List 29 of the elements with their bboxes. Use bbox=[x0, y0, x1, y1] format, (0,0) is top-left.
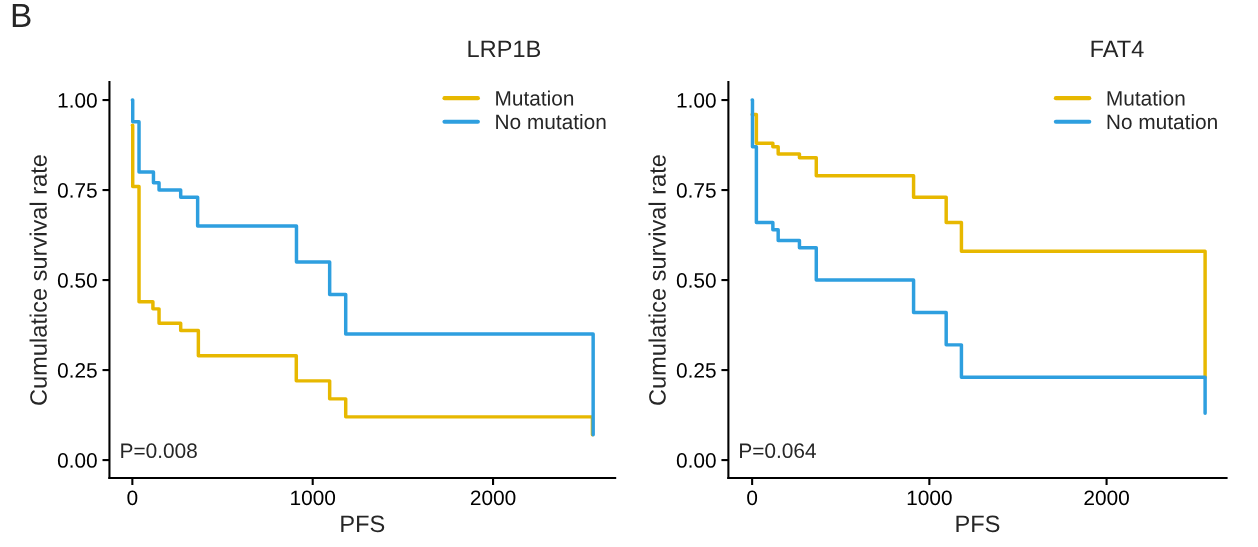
x-axis-title: PFS bbox=[341, 515, 385, 533]
annotation: P=0.064 bbox=[740, 443, 816, 459]
legend-label: No mutation bbox=[1107, 113, 1217, 130]
legend-label: Mutation bbox=[496, 90, 574, 106]
y-tick-label: 0.75 bbox=[57, 183, 97, 198]
x-tick-label: 0 bbox=[747, 490, 758, 506]
legend-label: No mutation bbox=[496, 113, 606, 130]
x-tick-label: 1000 bbox=[907, 490, 952, 506]
x-tick-label: 2000 bbox=[470, 490, 516, 506]
x-axis-title: PFS bbox=[956, 515, 1000, 533]
chart-title: LRP1B bbox=[468, 40, 541, 58]
legend-label: Mutation bbox=[1107, 90, 1185, 106]
y-tick-label: 0.25 bbox=[57, 363, 97, 378]
y-tick-label: 0.75 bbox=[676, 183, 716, 198]
y-tick-label: 1.00 bbox=[677, 93, 716, 108]
y-tick-label: 0.00 bbox=[676, 453, 716, 468]
y-tick-label: 0.25 bbox=[676, 363, 716, 378]
x-tick-label: 0 bbox=[127, 490, 138, 506]
y-tick-label: 1.00 bbox=[58, 93, 97, 108]
y-axis-title: Cumulatice survival rate bbox=[648, 155, 666, 405]
y-tick-label: 0.50 bbox=[57, 273, 97, 288]
y-axis-title: Cumulatice survival rate bbox=[29, 155, 47, 405]
chart-title: FAT4 bbox=[1091, 40, 1144, 58]
y-tick-label: 0.00 bbox=[57, 453, 97, 468]
x-tick-label: 1000 bbox=[291, 490, 336, 506]
annotation: P=0.008 bbox=[121, 443, 197, 459]
y-tick-label: 0.50 bbox=[676, 273, 716, 288]
text: B bbox=[12, 3, 31, 27]
x-tick-label: 2000 bbox=[1084, 490, 1129, 506]
